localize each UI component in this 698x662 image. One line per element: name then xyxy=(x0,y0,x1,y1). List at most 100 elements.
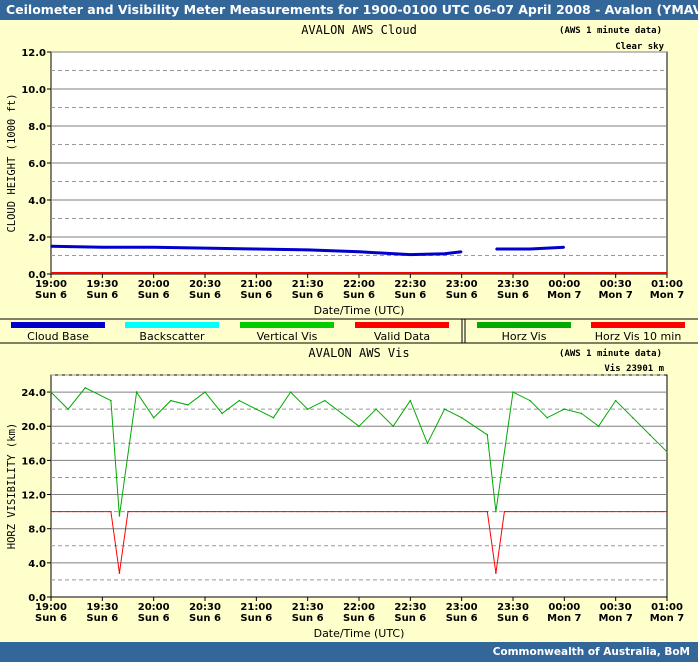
legend-label: Horz Vis 10 min xyxy=(595,330,682,343)
x-tick-label: 21:00 xyxy=(240,279,272,290)
x-tick-day-label: Mon 7 xyxy=(598,613,632,624)
x-tick-day-label: Sun 6 xyxy=(35,613,67,624)
x-tick-day-label: Mon 7 xyxy=(547,613,581,624)
data-point xyxy=(204,247,206,249)
data-point xyxy=(358,251,360,253)
data-point xyxy=(443,408,446,410)
x-tick-label: 20:00 xyxy=(138,279,170,290)
data-point xyxy=(101,246,104,248)
y-tick-label: 8.0 xyxy=(28,122,46,133)
data-source-note: (AWS 1 minute data) xyxy=(559,25,662,36)
data-point xyxy=(392,425,395,428)
y-tick-label: 12.0 xyxy=(21,48,46,59)
data-point xyxy=(152,246,155,248)
page-title-bar: Ceilometer and Visibility Meter Measurem… xyxy=(0,0,698,20)
x-tick-label: 21:30 xyxy=(292,279,324,290)
y-tick-label: 0.0 xyxy=(28,270,46,281)
x-tick-day-label: Sun 6 xyxy=(292,290,324,301)
x-tick-label: 19:00 xyxy=(35,279,67,290)
x-tick-label: 23:30 xyxy=(497,279,529,290)
data-point xyxy=(631,416,634,419)
x-tick-label: 22:00 xyxy=(343,602,375,613)
x-tick-label: 01:00 xyxy=(651,602,683,613)
x-tick-day-label: Sun 6 xyxy=(189,613,221,624)
data-point xyxy=(375,251,377,254)
data-point xyxy=(563,408,566,410)
data-point xyxy=(84,387,87,389)
x-tick-label: 19:00 xyxy=(35,602,67,613)
data-point xyxy=(306,408,309,410)
data-point xyxy=(614,399,617,402)
x-tick-day-label: Mon 7 xyxy=(650,290,684,301)
x-tick-day-label: Sun 6 xyxy=(86,613,118,624)
data-point xyxy=(221,412,223,415)
legend-swatch xyxy=(125,322,219,328)
legend-swatch xyxy=(240,322,334,328)
x-tick-day-label: Mon 7 xyxy=(547,290,581,301)
x-tick-day-label: Mon 7 xyxy=(650,613,684,624)
chart-panel-1: AVALON AWS Vis (AWS 1 minute data) Vis 239… xyxy=(6,346,684,640)
x-tick-label: 23:00 xyxy=(446,602,478,613)
data-point xyxy=(460,416,463,419)
data-point xyxy=(110,510,112,513)
plot-area xyxy=(50,374,668,598)
data-point xyxy=(289,391,292,393)
x-tick-day-label: Sun 6 xyxy=(189,290,221,301)
footer-bar: Commonwealth of Australia, BoM xyxy=(0,642,698,662)
x-tick-label: 22:30 xyxy=(394,602,426,613)
data-point xyxy=(409,253,412,256)
data-point xyxy=(152,416,155,419)
data-point xyxy=(580,412,583,415)
data-point xyxy=(169,399,172,402)
chart-panel-0: AVALON AWS Cloud (AWS 1 minute data) Clear… xyxy=(6,23,684,317)
legend-swatch xyxy=(477,322,571,328)
data-point xyxy=(495,510,497,513)
x-tick-day-label: Mon 7 xyxy=(598,290,632,301)
x-tick-label: 00:30 xyxy=(600,602,632,613)
y-tick-label: 4.0 xyxy=(28,559,46,570)
data-point xyxy=(512,391,514,393)
data-point xyxy=(486,433,489,436)
x-tick-label: 21:30 xyxy=(292,602,324,613)
x-tick-day-label: Sun 6 xyxy=(35,290,67,301)
y-tick-label: 12.0 xyxy=(21,491,46,502)
x-tick-label: 20:30 xyxy=(189,279,221,290)
series-line-1 xyxy=(51,511,667,574)
status-label: Clear sky xyxy=(615,42,664,52)
x-tick-label: 23:30 xyxy=(497,602,529,613)
data-point xyxy=(529,399,531,402)
x-axis-label: Date/Time (UTC) xyxy=(314,627,405,640)
data-point xyxy=(187,404,189,406)
data-point xyxy=(529,248,531,250)
data-point xyxy=(375,408,377,410)
data-point xyxy=(255,408,258,410)
x-tick-day-label: Sun 6 xyxy=(343,613,375,624)
legend: Cloud Base Backscatter Vertical Vis Valid D… xyxy=(0,318,698,344)
y-tick-label: 4.0 xyxy=(28,196,46,207)
data-point xyxy=(495,248,497,250)
data-point xyxy=(67,408,69,410)
legend-swatch xyxy=(11,322,105,328)
chart-title: AVALON AWS Cloud xyxy=(301,23,417,37)
data-point xyxy=(50,510,52,513)
chart-title: AVALON AWS Vis xyxy=(308,346,409,360)
footer-credit: Commonwealth of Australia, BoM xyxy=(492,646,690,658)
x-tick-day-label: Sun 6 xyxy=(446,613,478,624)
data-point xyxy=(135,391,138,393)
data-point xyxy=(649,433,651,436)
y-tick-label: 16.0 xyxy=(21,456,46,467)
legend-label: Horz Vis xyxy=(502,330,547,343)
x-tick-day-label: Sun 6 xyxy=(446,290,478,301)
data-point xyxy=(238,399,241,402)
data-point xyxy=(306,249,309,251)
x-tick-day-label: Sun 6 xyxy=(292,613,324,624)
data-point xyxy=(409,399,412,402)
y-tick-label: 24.0 xyxy=(21,388,46,399)
x-tick-label: 19:30 xyxy=(86,602,118,613)
data-point xyxy=(460,251,463,253)
y-axis-label: CLOUD HEIGHT (1000 ft) xyxy=(6,93,18,232)
data-point xyxy=(323,399,326,402)
y-tick-label: 10.0 xyxy=(21,85,46,96)
x-tick-day-label: Sun 6 xyxy=(394,290,426,301)
x-tick-label: 23:00 xyxy=(446,279,478,290)
